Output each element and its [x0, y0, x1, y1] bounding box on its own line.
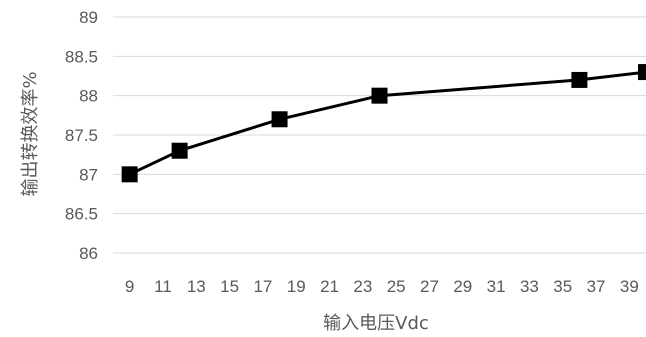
x-tick-label: 9: [125, 277, 134, 296]
y-axis-title: 输出转换效率%: [20, 71, 41, 196]
data-point: [171, 142, 188, 159]
x-tick-label: 21: [320, 277, 339, 296]
data-point: [571, 71, 588, 88]
x-tick-label: 17: [253, 277, 272, 296]
y-tick-label: 86.5: [65, 205, 98, 224]
x-tick-label: 37: [587, 277, 606, 296]
y-tick-label: 87: [79, 165, 98, 184]
x-axis-ticks: 9 11 13 15 17 19 21 23 25 27 29 31 33 35 37 39: [125, 277, 639, 296]
y-axis-ticks: 86 86.5 87 87.5 88 88.5 89: [65, 8, 98, 263]
plot-area: [121, 64, 646, 183]
x-tick-label: 31: [487, 277, 506, 296]
x-tick-label: 11: [154, 277, 172, 296]
y-tick-label: 86: [79, 244, 98, 263]
x-tick-label: 35: [553, 277, 572, 296]
data-point: [371, 87, 388, 104]
series-line: [129, 70, 646, 176]
x-tick-label: 39: [620, 277, 639, 296]
y-tick-label: 88.5: [65, 47, 98, 66]
y-tick-label: 88: [79, 87, 98, 106]
y-tick-label: 89: [79, 8, 98, 27]
x-tick-label: 29: [453, 277, 472, 296]
x-tick-label: 13: [187, 277, 206, 296]
gridlines: [113, 16, 646, 254]
data-point: [271, 111, 288, 128]
y-tick-label: 87.5: [65, 126, 98, 145]
x-tick-label: 19: [287, 277, 306, 296]
x-tick-label: 33: [520, 277, 539, 296]
data-point: [638, 64, 646, 81]
data-point: [121, 166, 138, 183]
x-tick-label: 25: [387, 277, 406, 296]
x-tick-label: 15: [220, 277, 239, 296]
x-tick-label: 27: [420, 277, 439, 296]
x-tick-label: 23: [353, 277, 372, 296]
x-axis-title: 输入电压Vdc: [323, 313, 429, 334]
